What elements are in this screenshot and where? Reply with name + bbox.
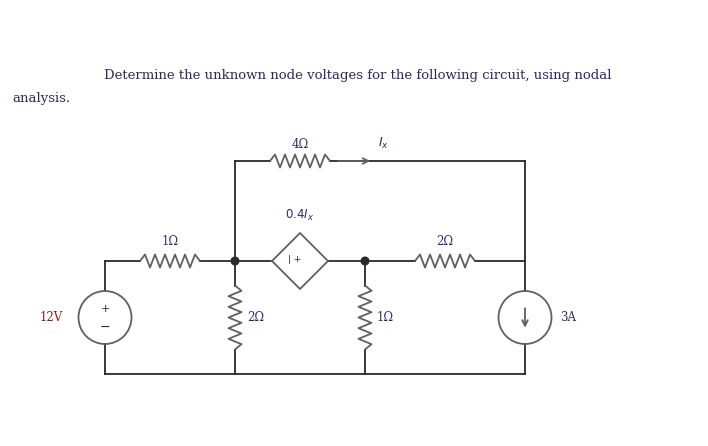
Text: +: + <box>101 303 110 314</box>
Text: 12V: 12V <box>40 311 63 324</box>
Text: 2Ω: 2Ω <box>247 311 264 324</box>
Circle shape <box>232 257 239 265</box>
Circle shape <box>361 257 369 265</box>
Text: analysis.: analysis. <box>13 92 71 105</box>
Text: 4Ω: 4Ω <box>292 138 309 151</box>
Text: Determine the unknown node voltages for the following circuit, using nodal: Determine the unknown node voltages for … <box>104 69 611 82</box>
Text: | +: | + <box>288 255 302 264</box>
Text: −: − <box>100 321 110 334</box>
Text: 1Ω: 1Ω <box>377 311 394 324</box>
Text: 1Ω: 1Ω <box>161 235 178 248</box>
Text: 3A: 3A <box>560 311 576 324</box>
Text: 2Ω: 2Ω <box>436 235 454 248</box>
Text: $I_x$: $I_x$ <box>378 136 389 151</box>
Text: $0.4I_x$: $0.4I_x$ <box>285 208 314 223</box>
